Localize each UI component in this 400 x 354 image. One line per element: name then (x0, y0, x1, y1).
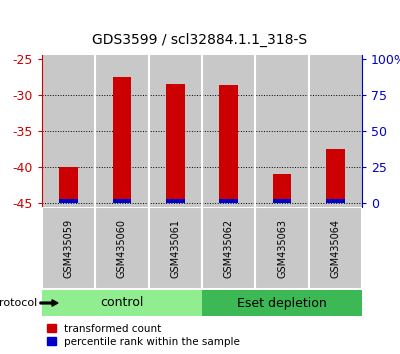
Bar (59, 199, 78, 204)
Bar (273, 175, 291, 204)
Text: GSM435063: GSM435063 (277, 218, 287, 278)
Bar (255, 207, 309, 289)
Text: Eset depletion: Eset depletion (237, 297, 327, 309)
Bar (166, 84, 185, 204)
Text: GSM435064: GSM435064 (330, 218, 340, 278)
Bar (219, 85, 238, 204)
Bar (59, 167, 78, 204)
Bar (202, 55, 255, 207)
Text: GSM435061: GSM435061 (170, 218, 180, 278)
Text: GDS3599 / scl32884.1.1_318-S: GDS3599 / scl32884.1.1_318-S (92, 33, 308, 47)
Bar (202, 290, 362, 316)
Bar (202, 207, 255, 289)
Text: GSM435060: GSM435060 (117, 218, 127, 278)
Legend: transformed count, percentile rank within the sample: transformed count, percentile rank withi… (47, 324, 240, 347)
Text: control: control (100, 297, 144, 309)
Text: GSM435059: GSM435059 (64, 218, 74, 278)
Bar (219, 199, 238, 204)
Bar (113, 199, 131, 204)
Bar (149, 207, 202, 289)
Bar (326, 199, 345, 204)
Bar (309, 207, 362, 289)
Text: GSM435062: GSM435062 (224, 218, 234, 278)
Bar (273, 199, 291, 204)
Text: protocol: protocol (0, 298, 37, 308)
Bar (326, 149, 345, 204)
Bar (166, 199, 185, 204)
Bar (309, 55, 362, 207)
Bar (95, 55, 149, 207)
Bar (113, 77, 131, 204)
Bar (42, 55, 95, 207)
Bar (149, 55, 202, 207)
Bar (255, 55, 309, 207)
Bar (42, 207, 95, 289)
Bar (95, 207, 149, 289)
Bar (42, 290, 202, 316)
